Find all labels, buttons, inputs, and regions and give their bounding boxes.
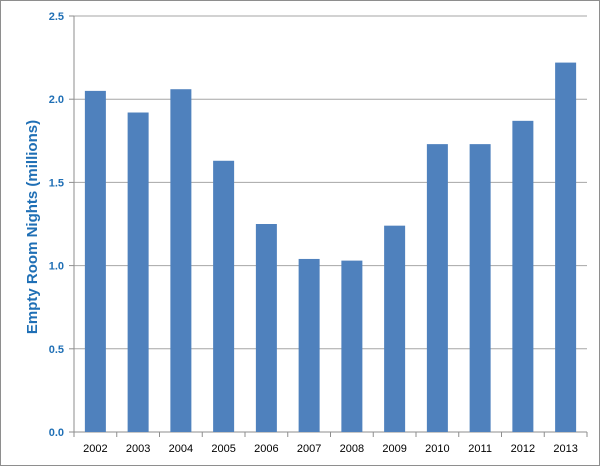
x-axis-ticks: 2002 2003 2004 2005 2006 2007 2008 2009 2010 2011… xyxy=(83,443,578,455)
x-tick-label: 2011 xyxy=(468,443,492,455)
x-tick-label: 2008 xyxy=(340,443,364,455)
x-tick-label: 2012 xyxy=(511,443,535,455)
bar-2002 xyxy=(84,90,106,432)
bar-2007 xyxy=(298,258,320,432)
x-tick-label: 2013 xyxy=(553,443,577,455)
x-tick-label: 2010 xyxy=(425,443,449,455)
bar-2010 xyxy=(426,144,448,433)
bar-2004 xyxy=(170,89,192,432)
y-axis-label: Empty Room Nights (millions) xyxy=(24,120,41,334)
bars xyxy=(84,62,577,433)
x-tick-label: 2006 xyxy=(254,443,278,455)
y-tick-label: 0.0 xyxy=(49,427,64,439)
y-tick-label: 0.5 xyxy=(49,344,64,356)
y-tick-label: 1.0 xyxy=(49,261,64,273)
bar-2006 xyxy=(255,224,277,432)
x-tick-label: 2009 xyxy=(382,443,406,455)
bar-2012 xyxy=(512,120,534,432)
bar-2003 xyxy=(127,112,149,433)
y-tick-label: 2.0 xyxy=(49,94,64,106)
bar-2013 xyxy=(555,62,577,432)
gridlines xyxy=(69,15,588,437)
x-tick-label: 2005 xyxy=(211,443,235,455)
x-tick-label: 2007 xyxy=(297,443,321,455)
bar-2005 xyxy=(213,160,235,432)
bar-2008 xyxy=(341,260,363,432)
bar-2009 xyxy=(384,225,406,432)
bar-2011 xyxy=(469,144,491,433)
x-tick-label: 2002 xyxy=(83,443,107,455)
y-tick-label: 1.5 xyxy=(49,177,64,189)
y-axis-ticks: 0.0 0.5 1.0 1.5 2.0 2.5 xyxy=(49,11,64,439)
x-tick-label: 2003 xyxy=(126,443,150,455)
y-tick-label: 2.5 xyxy=(49,11,64,23)
x-tick-label: 2004 xyxy=(169,443,193,455)
